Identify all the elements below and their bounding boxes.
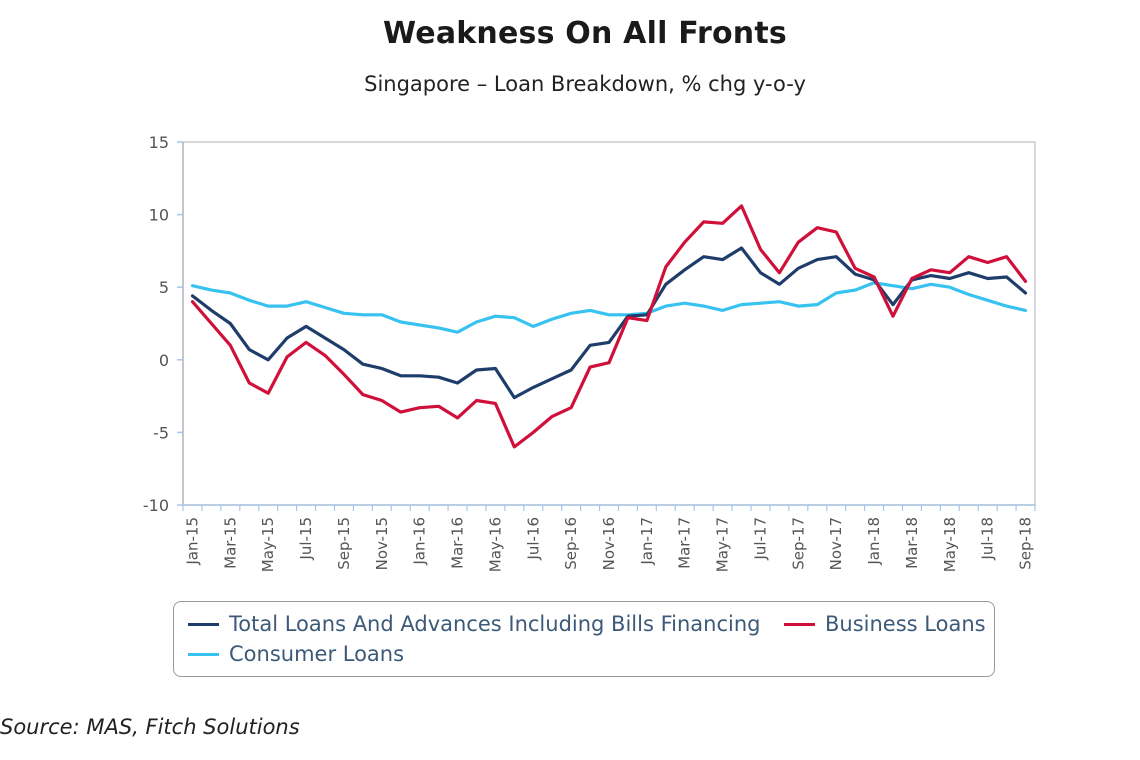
chart-subtitle: Singapore – Loan Breakdown, % chg y-o-y xyxy=(364,72,806,96)
legend: Total Loans And Advances Including Bills… xyxy=(173,601,995,677)
legend-swatch-consumer-loans xyxy=(188,652,219,656)
x-tick-label: Jul-18 xyxy=(979,517,997,561)
x-tick-label: Nov-16 xyxy=(600,517,618,570)
x-tick-label: Sep-17 xyxy=(789,517,807,570)
y-axis-ticks: 15 10 5 0 -5 -10 xyxy=(143,133,183,515)
x-tick-label: Nov-17 xyxy=(827,517,845,570)
legend-swatch-total-loans xyxy=(188,622,219,626)
x-tick-label: Sep-18 xyxy=(1017,517,1035,570)
chart-title: Weakness On All Fronts xyxy=(383,16,787,51)
legend-label-business-loans: Business Loans xyxy=(825,612,986,636)
x-tick-label: Jul-17 xyxy=(751,517,769,561)
y-tick-label: -10 xyxy=(143,496,169,515)
line-chart: 15 10 5 0 -5 -10 Jan-15 Mar-15 May-15 Jul-15 Sep-… xyxy=(143,133,1036,572)
x-tick-label: Jan-16 xyxy=(411,517,429,566)
x-tick-label: Jan-18 xyxy=(865,517,883,566)
x-tick-label: Mar-16 xyxy=(449,517,467,569)
legend-swatch-business-loans xyxy=(784,622,815,626)
source-note: Source: MAS, Fitch Solutions xyxy=(0,715,300,739)
legend-item-total-loans: Total Loans And Advances Including Bills… xyxy=(188,612,760,636)
y-tick-label: 5 xyxy=(159,278,169,297)
plot-frame xyxy=(182,141,1036,506)
x-tick-label: Jul-15 xyxy=(297,517,315,561)
y-tick-label: 15 xyxy=(149,133,169,152)
y-tick-label: -5 xyxy=(153,423,169,442)
x-tick-label: Jan-15 xyxy=(183,517,201,566)
x-tick-label: Jul-16 xyxy=(524,517,542,561)
legend-label-total-loans: Total Loans And Advances Including Bills… xyxy=(229,612,761,636)
x-tick-label: Mar-18 xyxy=(903,517,921,569)
series-line-business-loans xyxy=(190,204,1028,449)
x-tick-label: Nov-15 xyxy=(373,517,391,570)
legend-item-business-loans: Business Loans xyxy=(784,612,986,636)
x-tick-label: Sep-16 xyxy=(562,517,580,570)
x-tick-label: Sep-15 xyxy=(335,517,353,570)
y-tick-label: 0 xyxy=(159,351,169,370)
x-tick-label: May-18 xyxy=(941,517,959,572)
x-tick-label: May-15 xyxy=(259,517,277,572)
x-tick-label: May-16 xyxy=(486,517,504,572)
series-line-total-loans-and-advances-including-bills-financing xyxy=(190,246,1028,400)
series-line-consumer-loans xyxy=(190,281,1028,334)
x-tick-label: Mar-15 xyxy=(221,517,239,569)
y-tick-label: 10 xyxy=(149,206,169,225)
x-tick-label: May-17 xyxy=(714,517,732,572)
legend-label-consumer-loans: Consumer Loans xyxy=(229,642,405,666)
legend-item-consumer-loans: Consumer Loans xyxy=(188,642,404,666)
x-tick-label: Jan-17 xyxy=(638,517,656,566)
x-axis-ticks: Jan-15 Mar-15 May-15 Jul-15 Sep-15 Nov-15 Jan-… xyxy=(182,505,1036,572)
series-lines xyxy=(190,204,1028,449)
axes xyxy=(182,141,1036,506)
x-tick-label: Mar-17 xyxy=(676,517,694,569)
